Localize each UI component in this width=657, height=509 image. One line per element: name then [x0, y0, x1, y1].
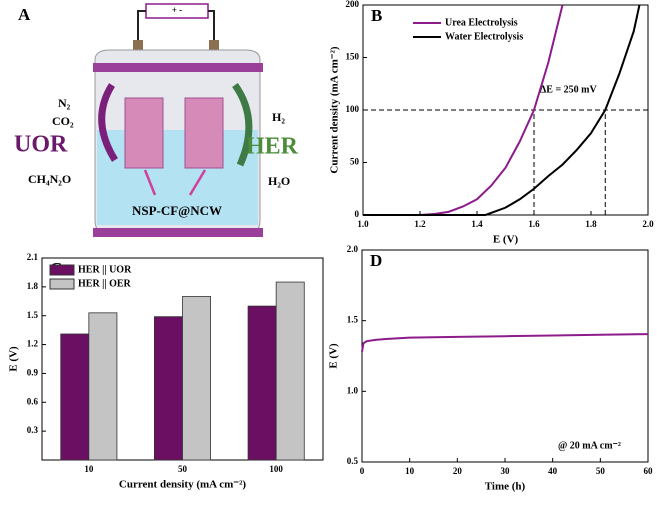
x-tick-label: 10 — [405, 466, 415, 476]
annotation: @ 20 mA cm⁻² — [558, 440, 621, 451]
x-tick-label: 50 — [178, 464, 188, 474]
arrow — [232, 82, 253, 167]
x-tick-label: 30 — [501, 466, 511, 476]
data-line — [363, 4, 641, 216]
arrow — [143, 169, 207, 196]
y-tick-label: 2.1 — [27, 252, 39, 262]
y-tick-label: 1.5 — [27, 310, 39, 320]
electrode — [184, 97, 224, 169]
data-line — [361, 333, 649, 352]
x-tick-label: 2.0 — [642, 219, 654, 229]
product: N₂ — [58, 96, 71, 110]
y-tick-label: 200 — [346, 0, 360, 9]
electrode-label: NSP-CF@NCW — [132, 203, 222, 218]
y-tick-label: 150 — [346, 52, 360, 62]
y-axis-label: E (V) — [8, 346, 20, 372]
y-axis-label: Current density (mA cm⁻²) — [329, 46, 341, 173]
x-tick-label: 40 — [548, 466, 558, 476]
beaker-rim — [93, 228, 263, 237]
y-tick-label: 50 — [350, 157, 360, 167]
legend-label: Water Electrolysis — [445, 31, 523, 42]
diagram: A + - N₂ CO₂ UOR CH₄N₂O H₂ HER H₂O NSP-C… — [14, 3, 299, 237]
x-tick-label: 1.8 — [585, 219, 597, 229]
x-axis-label: Current density (mA cm⁻²) — [119, 479, 246, 491]
y-tick-label: 100 — [346, 104, 360, 114]
y-tick-label: 1.8 — [27, 281, 39, 291]
battery-label: + - — [172, 5, 182, 15]
y-tick-label: 1.0 — [347, 385, 359, 395]
y-tick-label: 0.6 — [27, 396, 39, 406]
x-tick-label: 0 — [360, 466, 365, 476]
annotation: ΔE = 250 mV — [540, 84, 597, 95]
y-tick-label: 0.3 — [27, 425, 39, 435]
reaction-label: UOR — [14, 132, 68, 158]
legend-label: HER || UOR — [78, 264, 132, 275]
x-tick-label: 1.4 — [471, 219, 483, 229]
legend-label: Urea Electrolysis — [445, 17, 518, 28]
electrode — [124, 97, 164, 169]
y-tick-label: 1.2 — [27, 339, 39, 349]
legend-swatch — [49, 264, 75, 276]
plot-frame — [361, 249, 649, 463]
y-tick-label: 2.0 — [347, 244, 359, 254]
x-tick-label: 50 — [596, 466, 606, 476]
y-tick-label: 1.5 — [347, 315, 359, 325]
y-tick-label: 0 — [355, 209, 360, 219]
bar — [182, 296, 212, 461]
y-tick-label: 0.5 — [347, 456, 359, 466]
legend-swatch — [49, 278, 75, 290]
electrolyte — [97, 130, 258, 225]
x-tick-label: 60 — [644, 466, 654, 476]
reactant: CH₄N₂O — [28, 172, 71, 186]
beaker-rim — [93, 63, 263, 72]
bar — [247, 305, 277, 461]
x-axis-label: Time (h) — [485, 481, 526, 493]
x-axis-label: E (V) — [493, 234, 519, 246]
panel-label: D — [370, 251, 382, 270]
legend-label: HER || OER — [78, 278, 132, 289]
bar — [88, 312, 118, 461]
product: CO₂ — [52, 114, 74, 128]
panel-label: A — [18, 5, 31, 24]
bar — [60, 333, 90, 461]
arrow — [98, 83, 118, 162]
reactant: H₂O — [268, 174, 290, 188]
x-tick-label: 1.6 — [528, 219, 540, 229]
panel-label: B — [371, 6, 382, 25]
x-tick-label: 1.2 — [414, 219, 426, 229]
x-tick-label: 100 — [269, 464, 283, 474]
bar — [153, 316, 183, 461]
bar — [275, 281, 305, 461]
y-tick-label: 0.9 — [27, 367, 39, 377]
reaction-label: HER — [246, 134, 299, 160]
y-axis-label: E (V) — [328, 343, 340, 369]
x-tick-label: 20 — [453, 466, 463, 476]
x-tick-label: 10 — [84, 464, 94, 474]
x-tick-label: 1.0 — [357, 219, 369, 229]
product: H₂ — [272, 110, 285, 124]
